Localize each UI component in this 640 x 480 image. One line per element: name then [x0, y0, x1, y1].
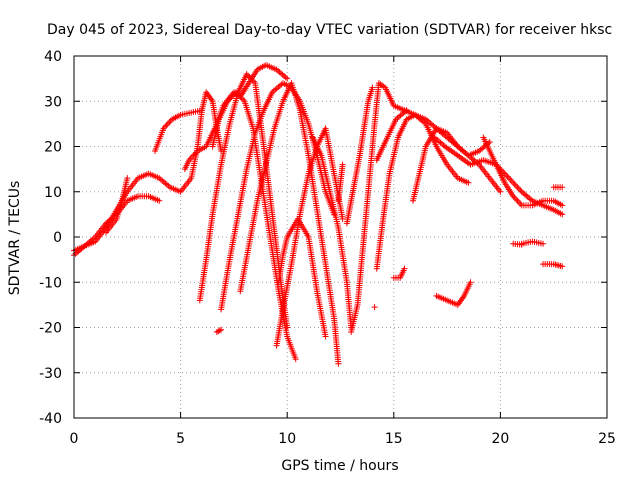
data-point [467, 279, 474, 286]
data-point [335, 360, 342, 367]
data-point [198, 107, 205, 114]
data-point [284, 324, 291, 331]
series-arc-16 [373, 107, 410, 164]
data-point [540, 240, 547, 247]
data-point [322, 333, 329, 340]
y-tick-label: 20 [44, 140, 62, 156]
y-tick-label: -30 [39, 366, 62, 382]
data-point [403, 107, 410, 114]
x-axis-label: GPS time / hours [281, 458, 398, 474]
data-point [465, 179, 472, 186]
series-arc-08 [218, 80, 338, 313]
chart-title: Day 045 of 2023, Sidereal Day-to-day VTE… [47, 22, 612, 38]
series-arc-09 [237, 80, 342, 367]
series-arc-28 [510, 240, 525, 248]
data-point [559, 202, 566, 209]
series-arc-24 [550, 184, 566, 191]
data-point [156, 197, 163, 204]
series-arc-23 [540, 261, 566, 270]
data-point [218, 326, 225, 333]
data-point [339, 161, 346, 168]
grid [74, 56, 607, 418]
data-point [124, 175, 131, 182]
y-tick-label: 30 [44, 94, 62, 110]
y-tick-label: -40 [39, 411, 62, 427]
series-arc-11 [273, 125, 346, 349]
data-point [559, 211, 566, 218]
series-arc-14 [343, 84, 376, 227]
data-point [371, 304, 378, 311]
y-axis-label: SDTVAR / TECUs [7, 181, 23, 296]
series-arc-26 [335, 161, 346, 204]
data-point [401, 265, 408, 272]
y-tick-label: 0 [53, 230, 62, 246]
y-tick-label: 10 [44, 185, 62, 201]
axes: 0 5 10 15 20 25 -40 -30 -20 -10 0 10 20 30 40 [39, 49, 616, 447]
series-arc-03 [102, 175, 131, 236]
plot-frame [73, 55, 608, 419]
data-series [71, 62, 566, 367]
x-tick-label: 20 [491, 431, 509, 447]
data-point [559, 263, 566, 270]
series-arc-15 [373, 111, 472, 272]
data-point [284, 75, 291, 82]
data-point [518, 241, 525, 248]
series-arc-04 [152, 107, 205, 155]
x-tick-label: 10 [278, 431, 296, 447]
x-tick-label: 5 [176, 431, 185, 447]
y-tick-label: -10 [39, 275, 62, 291]
series-arc-17 [409, 125, 493, 204]
series-arc-25 [213, 326, 225, 336]
data-point [292, 356, 299, 363]
data-point [339, 215, 346, 222]
data-point [486, 138, 493, 145]
series-arc-12 [309, 134, 355, 331]
data-point [369, 84, 376, 91]
x-tick-label: 15 [385, 431, 403, 447]
series-arc-27 [371, 304, 378, 311]
series-arc-20 [480, 134, 566, 209]
x-tick-label: 0 [70, 431, 79, 447]
y-tick-label: 40 [44, 49, 62, 65]
data-point [497, 188, 504, 195]
data-point [216, 327, 223, 334]
series-arc-21 [433, 279, 474, 308]
series-arc-18 [390, 265, 408, 281]
x-tick-label: 25 [598, 431, 616, 447]
y-tick-label: -20 [39, 321, 62, 337]
data-point [559, 184, 566, 191]
